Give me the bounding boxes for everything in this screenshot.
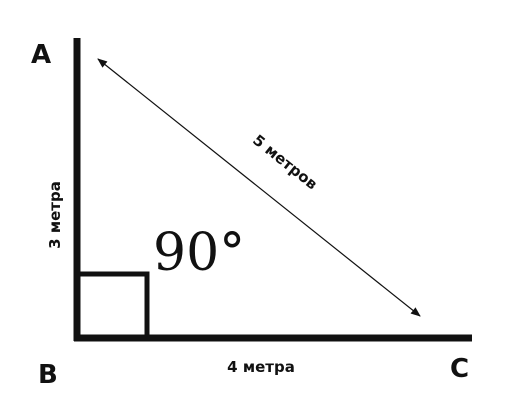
- vertex-c-label: C: [450, 354, 469, 384]
- right-angle-marker: [79, 271, 150, 336]
- horizontal-side-label: 4 метра: [227, 358, 295, 376]
- vertex-a-label: A: [31, 40, 51, 70]
- hypotenuse-arrow: [97, 58, 421, 317]
- vertical-side-label: 3 метра: [46, 181, 64, 249]
- angle-label: 90°: [153, 223, 245, 283]
- vertex-b-label: B: [38, 360, 58, 390]
- hypotenuse-label: 5 метров: [249, 131, 321, 193]
